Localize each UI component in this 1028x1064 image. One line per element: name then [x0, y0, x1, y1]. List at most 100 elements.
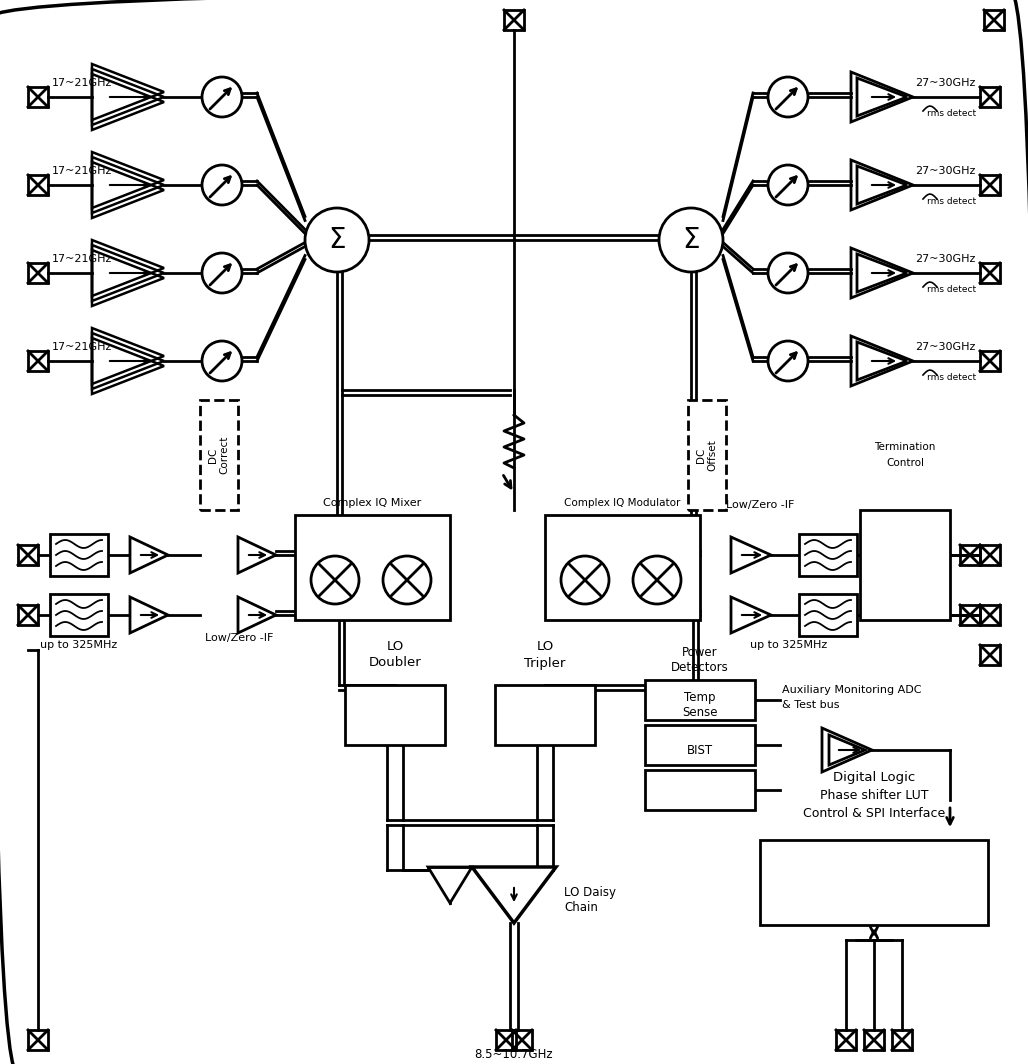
Text: Tripler: Tripler	[524, 656, 565, 669]
Text: Control & SPI Interface: Control & SPI Interface	[803, 807, 945, 820]
Text: & Test bus: & Test bus	[782, 700, 840, 710]
Circle shape	[561, 556, 609, 604]
Text: rms detect: rms detect	[927, 109, 976, 117]
Bar	[28, 351, 48, 371]
Text: up to 325MHz: up to 325MHz	[40, 641, 117, 650]
Polygon shape	[238, 597, 276, 633]
Circle shape	[633, 556, 681, 604]
Polygon shape	[238, 537, 276, 573]
Circle shape	[201, 165, 242, 205]
Bar	[645, 770, 755, 810]
Bar	[760, 839, 988, 925]
Polygon shape	[130, 597, 168, 633]
Bar	[864, 1030, 884, 1050]
Bar	[960, 605, 980, 625]
Text: Phase shifter LUT: Phase shifter LUT	[819, 789, 928, 802]
Bar	[28, 1030, 48, 1050]
Bar	[980, 545, 1000, 565]
Bar	[799, 594, 857, 636]
Text: 27~30GHz: 27~30GHz	[916, 78, 976, 88]
Text: LO: LO	[387, 641, 404, 653]
Text: Complex IQ Mixer: Complex IQ Mixer	[324, 498, 421, 508]
Circle shape	[768, 165, 808, 205]
Text: $\Sigma$: $\Sigma$	[683, 226, 700, 254]
Bar	[960, 545, 980, 565]
Circle shape	[201, 253, 242, 293]
Bar	[980, 645, 1000, 665]
Bar	[545, 515, 700, 620]
Text: DC
Offset: DC Offset	[696, 439, 718, 471]
Text: DC
Correct: DC Correct	[209, 436, 230, 475]
Text: rms detect: rms detect	[927, 372, 976, 382]
Text: LO Daisy
Chain: LO Daisy Chain	[564, 886, 616, 914]
Circle shape	[305, 207, 369, 272]
Bar	[980, 174, 1000, 195]
Text: Low/Zero -IF: Low/Zero -IF	[205, 633, 273, 643]
Bar	[504, 10, 524, 30]
Bar	[645, 680, 755, 720]
Bar	[980, 351, 1000, 371]
Polygon shape	[829, 735, 865, 765]
Text: 27~30GHz: 27~30GHz	[916, 342, 976, 352]
Text: Auxiliary Monitoring ADC: Auxiliary Monitoring ADC	[782, 685, 921, 695]
Polygon shape	[428, 867, 472, 903]
Bar	[295, 515, 450, 620]
Text: 8.5~10.7GHz: 8.5~10.7GHz	[475, 1048, 553, 1062]
Circle shape	[201, 77, 242, 117]
Text: Low/Zero -IF: Low/Zero -IF	[726, 500, 795, 510]
Polygon shape	[130, 537, 168, 573]
Bar	[892, 1030, 912, 1050]
Bar	[512, 1030, 533, 1050]
Text: 27~30GHz: 27~30GHz	[916, 166, 976, 176]
Circle shape	[659, 207, 723, 272]
Circle shape	[768, 77, 808, 117]
Bar	[345, 685, 445, 745]
Bar	[19, 545, 38, 565]
Bar	[495, 1030, 516, 1050]
Bar	[860, 510, 950, 620]
Bar	[19, 605, 38, 625]
Text: 27~30GHz: 27~30GHz	[916, 254, 976, 264]
Text: BIST: BIST	[687, 744, 713, 757]
Text: Complex IQ Modulator: Complex IQ Modulator	[564, 498, 681, 508]
Text: Control: Control	[886, 458, 924, 468]
Bar	[688, 400, 726, 510]
Bar	[799, 534, 857, 576]
Bar	[980, 263, 1000, 283]
Text: rms detect: rms detect	[927, 197, 976, 205]
Polygon shape	[731, 597, 771, 633]
Text: 17~21GHz: 17~21GHz	[52, 342, 112, 352]
Circle shape	[768, 253, 808, 293]
Text: Power
Detectors: Power Detectors	[671, 646, 729, 674]
Text: Temp
Sense: Temp Sense	[683, 691, 718, 719]
Circle shape	[768, 340, 808, 381]
Bar	[984, 10, 1004, 30]
Text: up to 325MHz: up to 325MHz	[750, 641, 828, 650]
Polygon shape	[822, 728, 872, 772]
Bar	[200, 400, 238, 510]
Bar	[28, 263, 48, 283]
Text: Digital Logic: Digital Logic	[833, 771, 915, 784]
Bar	[28, 87, 48, 107]
Bar	[980, 87, 1000, 107]
Bar	[645, 725, 755, 765]
Circle shape	[383, 556, 431, 604]
Text: 17~21GHz: 17~21GHz	[52, 78, 112, 88]
Bar	[495, 685, 595, 745]
Polygon shape	[731, 537, 771, 573]
Circle shape	[311, 556, 359, 604]
Text: 17~21GHz: 17~21GHz	[52, 166, 112, 176]
Bar	[28, 174, 48, 195]
Bar	[50, 534, 108, 576]
Text: 17~21GHz: 17~21GHz	[52, 254, 112, 264]
Circle shape	[201, 340, 242, 381]
Text: Doubler: Doubler	[369, 656, 421, 669]
Text: rms detect: rms detect	[927, 284, 976, 294]
Bar	[980, 605, 1000, 625]
Polygon shape	[472, 867, 556, 922]
Bar	[836, 1030, 856, 1050]
Text: $\Sigma$: $\Sigma$	[328, 226, 345, 254]
Text: LO: LO	[537, 641, 554, 653]
Text: Termination: Termination	[874, 442, 935, 452]
Bar	[50, 594, 108, 636]
